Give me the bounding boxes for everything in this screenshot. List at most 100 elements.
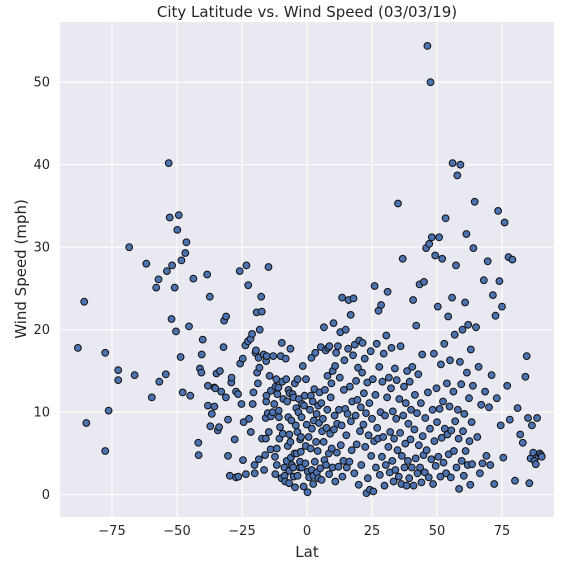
data-point [255, 363, 264, 372]
data-point [340, 386, 348, 394]
y-tick-label: 40 [33, 158, 50, 173]
data-point [412, 321, 421, 330]
data-point [204, 381, 212, 390]
data-point [466, 345, 475, 354]
data-point [301, 459, 310, 468]
data-point [414, 370, 423, 379]
data-point [388, 407, 397, 416]
data-point [316, 464, 325, 473]
data-point [204, 401, 212, 410]
data-point [350, 469, 359, 478]
data-point [345, 457, 354, 466]
data-point [416, 463, 425, 472]
data-point [317, 399, 326, 408]
data-point [278, 429, 287, 438]
data-point [478, 459, 487, 468]
data-point [311, 348, 320, 357]
data-point [312, 410, 321, 418]
data-point [431, 251, 440, 260]
data-point [80, 297, 89, 306]
data-point [398, 254, 407, 263]
data-point [325, 342, 334, 351]
data-point [176, 353, 185, 361]
data-point [461, 447, 470, 455]
data-point [272, 444, 281, 453]
data-point [334, 462, 343, 471]
y-tick-label: 10 [33, 406, 50, 421]
data-point [270, 400, 279, 408]
data-point [396, 342, 405, 351]
data-point [331, 477, 340, 486]
data-point [283, 397, 292, 406]
data-point [354, 480, 363, 489]
data-point [476, 469, 484, 478]
data-point [377, 301, 386, 309]
data-point [215, 423, 224, 432]
data-point [332, 348, 341, 357]
data-point [293, 375, 302, 384]
data-point [398, 452, 406, 460]
data-point [465, 437, 474, 446]
data-point [407, 405, 415, 414]
data-point [250, 469, 259, 478]
data-point [404, 457, 412, 465]
data-point [344, 344, 353, 353]
y-tick-label: 20 [33, 323, 50, 338]
data-point [453, 171, 462, 180]
data-point [373, 424, 382, 432]
data-point [450, 447, 458, 455]
data-point [413, 409, 421, 418]
data-point [427, 455, 436, 464]
data-point [185, 322, 193, 331]
data-point [446, 473, 455, 482]
data-point [238, 354, 247, 363]
data-point [448, 293, 457, 302]
data-point [261, 451, 270, 460]
data-point [189, 274, 198, 283]
data-points [74, 42, 546, 498]
data-point [293, 471, 302, 480]
data-point [456, 358, 464, 366]
data-point [242, 261, 251, 270]
data-point [125, 243, 134, 252]
data-point [306, 444, 315, 453]
data-point [457, 380, 466, 389]
data-point [323, 405, 332, 414]
data-point [310, 457, 319, 466]
data-point [257, 307, 266, 316]
data-point [216, 367, 224, 375]
data-point [234, 472, 243, 481]
data-point [245, 414, 253, 423]
data-point [495, 277, 504, 286]
x-tick-label: 25 [364, 524, 381, 539]
data-point [479, 276, 488, 285]
data-point [436, 472, 445, 481]
data-point [401, 399, 410, 408]
data-point [252, 346, 260, 355]
x-tick-label: −50 [163, 524, 190, 539]
data-point [469, 381, 477, 390]
data-point [378, 452, 386, 461]
data-point [335, 405, 343, 414]
data-point [505, 415, 514, 424]
data-point [349, 351, 357, 360]
data-point [454, 434, 463, 443]
data-point [322, 461, 330, 469]
data-point [391, 364, 399, 373]
data-point [364, 431, 373, 440]
data-point [439, 397, 447, 406]
data-point [168, 261, 177, 270]
data-point [481, 387, 490, 396]
data-point [352, 440, 361, 449]
data-point [457, 457, 466, 465]
data-point [161, 370, 170, 379]
data-point [382, 331, 391, 340]
data-point [255, 325, 264, 334]
chart-title: City Latitude vs. Wind Speed (03/03/19) [157, 3, 457, 21]
data-point [172, 327, 180, 336]
data-point [432, 384, 441, 393]
data-point [286, 344, 295, 353]
data-point [82, 419, 91, 427]
data-point [257, 292, 266, 301]
data-point [308, 397, 317, 406]
